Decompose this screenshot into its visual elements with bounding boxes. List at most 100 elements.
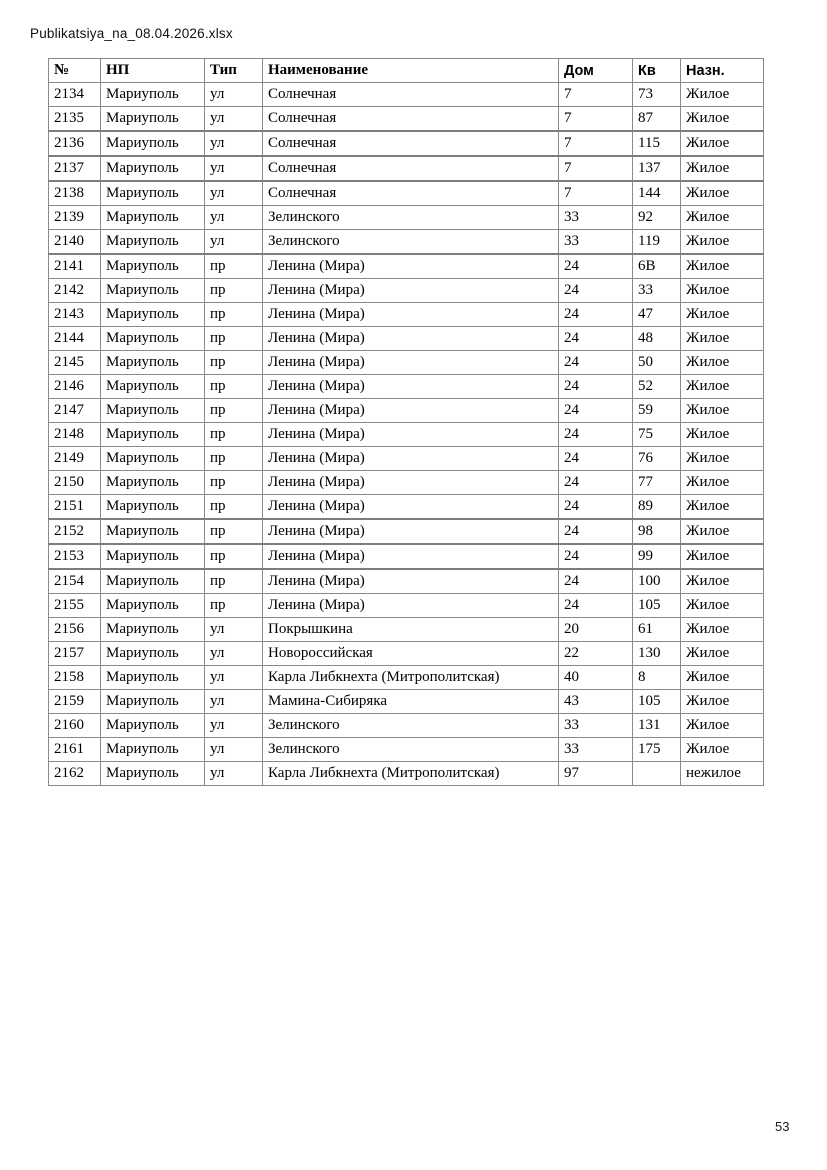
cell-np: Мариуполь xyxy=(100,641,205,666)
column-header-kv: Кв xyxy=(632,58,681,83)
cell-kv: 61 xyxy=(632,617,681,642)
cell-kv: 33 xyxy=(632,278,681,303)
cell-type: ул xyxy=(204,155,263,182)
cell-type: ул xyxy=(204,689,263,714)
cell-np: Мариуполь xyxy=(100,302,205,327)
cell-np: Мариуполь xyxy=(100,205,205,230)
cell-number: 2162 xyxy=(48,761,101,786)
table-header-row: № НП Тип Наименование Дом Кв Назн. xyxy=(48,58,764,83)
cell-number: 2137 xyxy=(48,155,101,182)
address-table: № НП Тип Наименование Дом Кв Назн. 2134 … xyxy=(48,58,764,786)
cell-kv: 137 xyxy=(632,155,681,182)
cell-np: Мариуполь xyxy=(100,617,205,642)
cell-type: пр xyxy=(204,518,263,545)
cell-number: 2151 xyxy=(48,494,101,520)
cell-dom: 7 xyxy=(558,180,633,206)
cell-np: Мариуполь xyxy=(100,278,205,303)
cell-nazn: Жилое xyxy=(680,737,764,762)
cell-np: Мариуполь xyxy=(100,737,205,762)
cell-number: 2161 xyxy=(48,737,101,762)
cell-dom: 24 xyxy=(558,494,633,520)
cell-nazn: Жилое xyxy=(680,470,764,495)
cell-np: Мариуполь xyxy=(100,593,205,618)
cell-type: пр xyxy=(204,253,263,279)
cell-name: Солнечная xyxy=(262,106,559,132)
cell-kv: 131 xyxy=(632,713,681,738)
cell-dom: 7 xyxy=(558,130,633,157)
cell-dom: 24 xyxy=(558,374,633,399)
table-row: 2154 Мариуполь пр Ленина (Мира) 24 100 Ж… xyxy=(48,568,764,594)
cell-kv: 50 xyxy=(632,350,681,375)
cell-nazn: Жилое xyxy=(680,205,764,230)
cell-number: 2160 xyxy=(48,713,101,738)
cell-kv: 105 xyxy=(632,689,681,714)
cell-nazn: Жилое xyxy=(680,326,764,351)
table-row: 2145 Мариуполь пр Ленина (Мира) 24 50 Жи… xyxy=(48,350,764,375)
cell-type: пр xyxy=(204,278,263,303)
column-header-type: Тип xyxy=(204,58,263,83)
cell-kv: 77 xyxy=(632,470,681,495)
cell-nazn: Жилое xyxy=(680,278,764,303)
cell-name: Ленина (Мира) xyxy=(262,302,559,327)
cell-type: ул xyxy=(204,617,263,642)
table-row: 2156 Мариуполь ул Покрышкина 20 61 Жилое xyxy=(48,617,764,642)
cell-dom: 33 xyxy=(558,737,633,762)
cell-np: Мариуполь xyxy=(100,422,205,447)
cell-dom: 43 xyxy=(558,689,633,714)
table-row: 2160 Мариуполь ул Зелинского 33 131 Жило… xyxy=(48,713,764,738)
cell-nazn: Жилое xyxy=(680,155,764,182)
cell-dom: 24 xyxy=(558,518,633,545)
table-row: 2158 Мариуполь ул Карла Либкнехта (Митро… xyxy=(48,665,764,690)
cell-number: 2156 xyxy=(48,617,101,642)
cell-nazn: Жилое xyxy=(680,229,764,255)
cell-kv: 144 xyxy=(632,180,681,206)
cell-name: Мамина-Сибиряка xyxy=(262,689,559,714)
cell-dom: 7 xyxy=(558,155,633,182)
cell-name: Зелинского xyxy=(262,713,559,738)
cell-dom: 33 xyxy=(558,713,633,738)
cell-kv xyxy=(632,761,681,786)
cell-dom: 24 xyxy=(558,593,633,618)
cell-dom: 24 xyxy=(558,253,633,279)
table-row: 2157 Мариуполь ул Новороссийская 22 130 … xyxy=(48,641,764,666)
cell-number: 2157 xyxy=(48,641,101,666)
cell-kv: 47 xyxy=(632,302,681,327)
table-row: 2152 Мариуполь пр Ленина (Мира) 24 98 Жи… xyxy=(48,518,764,545)
cell-type: пр xyxy=(204,398,263,423)
table-row: 2147 Мариуполь пр Ленина (Мира) 24 59 Жи… xyxy=(48,398,764,423)
cell-nazn: Жилое xyxy=(680,641,764,666)
cell-type: ул xyxy=(204,180,263,206)
table-row: 2138 Мариуполь ул Солнечная 7 144 Жилое xyxy=(48,180,764,206)
cell-np: Мариуполь xyxy=(100,446,205,471)
cell-name: Карла Либкнехта (Митрополитская) xyxy=(262,761,559,786)
cell-nazn: Жилое xyxy=(680,568,764,594)
cell-name: Ленина (Мира) xyxy=(262,593,559,618)
cell-kv: 98 xyxy=(632,518,681,545)
cell-dom: 24 xyxy=(558,446,633,471)
cell-dom: 33 xyxy=(558,229,633,255)
cell-np: Мариуполь xyxy=(100,106,205,132)
cell-nazn: Жилое xyxy=(680,617,764,642)
cell-np: Мариуполь xyxy=(100,518,205,545)
cell-number: 2134 xyxy=(48,82,101,107)
cell-name: Покрышкина xyxy=(262,617,559,642)
cell-np: Мариуполь xyxy=(100,761,205,786)
cell-np: Мариуполь xyxy=(100,494,205,520)
table-row: 2143 Мариуполь пр Ленина (Мира) 24 47 Жи… xyxy=(48,302,764,327)
cell-name: Ленина (Мира) xyxy=(262,494,559,520)
cell-dom: 24 xyxy=(558,470,633,495)
cell-np: Мариуполь xyxy=(100,253,205,279)
column-header-np: НП xyxy=(100,58,205,83)
cell-number: 2148 xyxy=(48,422,101,447)
cell-kv: 130 xyxy=(632,641,681,666)
cell-number: 2147 xyxy=(48,398,101,423)
cell-dom: 24 xyxy=(558,326,633,351)
cell-nazn: Жилое xyxy=(680,82,764,107)
cell-np: Мариуполь xyxy=(100,665,205,690)
cell-name: Ленина (Мира) xyxy=(262,326,559,351)
cell-dom: 24 xyxy=(558,398,633,423)
cell-np: Мариуполь xyxy=(100,568,205,594)
cell-type: ул xyxy=(204,713,263,738)
cell-np: Мариуполь xyxy=(100,689,205,714)
cell-name: Ленина (Мира) xyxy=(262,543,559,570)
